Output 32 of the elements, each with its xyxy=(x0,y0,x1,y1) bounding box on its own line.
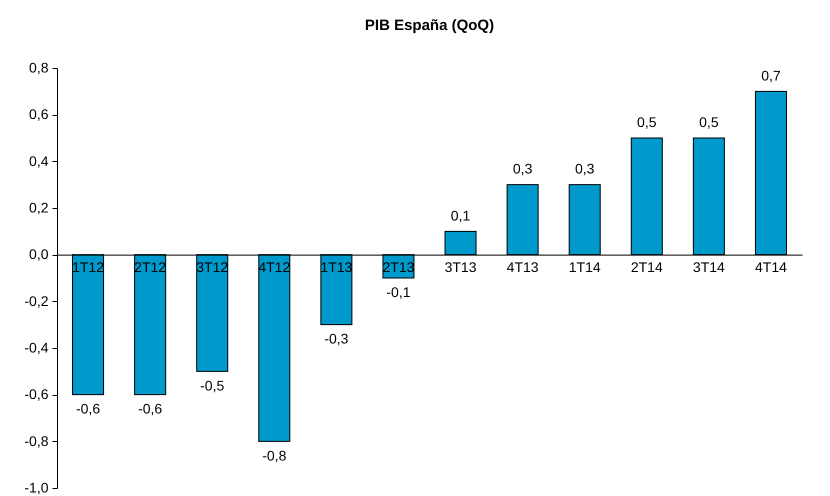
x-tick-label: 4T14 xyxy=(754,259,788,276)
x-tick-label: 3T14 xyxy=(692,259,726,276)
y-tick-label: -0,8 xyxy=(24,432,49,449)
data-label: -0,3 xyxy=(324,330,349,347)
y-tick-label: 0,0 xyxy=(29,246,49,262)
data-label: 0,3 xyxy=(574,160,595,177)
y-tick-label: -0,2 xyxy=(24,292,49,309)
x-tick-label: 3T12 xyxy=(196,259,228,276)
y-tick-label: -1,0 xyxy=(24,480,49,496)
data-label: 0,7 xyxy=(761,67,781,84)
x-tick-label: 4T12 xyxy=(258,259,290,276)
y-tick-label: 0,6 xyxy=(29,106,49,122)
y-tick-label: -0,6 xyxy=(24,386,49,402)
data-label: -0,5 xyxy=(200,377,224,394)
chart-title: PIB España (QoQ) xyxy=(364,17,494,34)
data-label: -0,1 xyxy=(386,284,411,300)
data-label: 0,3 xyxy=(512,160,533,177)
data-label: 0,5 xyxy=(637,114,657,130)
data-label: 0,5 xyxy=(699,114,719,130)
x-tick-label: 1T14 xyxy=(568,259,601,276)
x-tick-label: 1T13 xyxy=(320,259,353,276)
x-tick-label: 2T14 xyxy=(630,259,663,276)
y-tick-label: -0,4 xyxy=(24,340,49,356)
data-label: -0,6 xyxy=(138,400,162,417)
y-tick-label: 0,2 xyxy=(29,200,49,216)
x-tick-label: 4T13 xyxy=(506,259,539,276)
data-label: 0,1 xyxy=(450,207,470,224)
data-label: -0,8 xyxy=(262,447,287,464)
y-tick-label: 0,8 xyxy=(29,60,49,76)
x-tick-label: 3T13 xyxy=(444,259,477,276)
data-label: -0,6 xyxy=(76,400,100,417)
y-tick-label: 0,4 xyxy=(29,152,49,169)
